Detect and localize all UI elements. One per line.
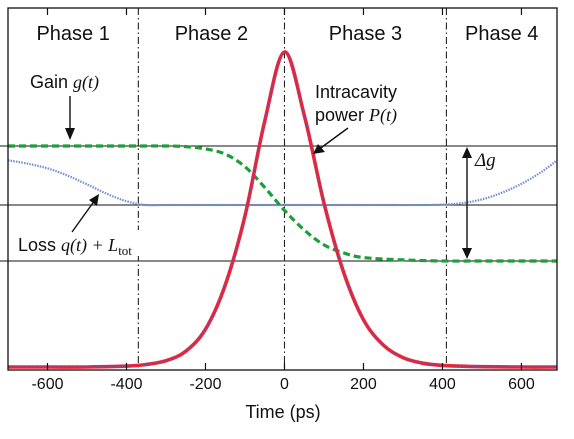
loss-annotation-math: q(t) + L (61, 235, 118, 256)
plot-frame (7, 7, 558, 371)
x-ticks: -600 -400 -200 0 200 400 600 (31, 8, 535, 393)
power-annotation-line1: Intracavity (315, 82, 397, 102)
loss-label-bg (16, 230, 196, 256)
phase-label-2: Phase 2 (175, 23, 248, 45)
phase-label-4: Phase 4 (465, 23, 538, 45)
phase-labels: Phase 1 Phase 2 Phase 3 Phase 4 (36, 23, 538, 45)
series-layer (7, 50, 558, 369)
x-tick-label: -600 (31, 376, 63, 393)
x-axis-label: Time (ps) (245, 402, 320, 422)
delta-g-arrow-top (462, 147, 472, 158)
x-tick-label: 0 (280, 376, 289, 393)
loss-arrow (71, 199, 96, 233)
gain-annotation: Gain g(t) (30, 72, 99, 93)
loss-annotation: Loss q(t) + Ltot (18, 235, 132, 258)
gain-series-line (8, 144, 557, 263)
power-annotation-math: P(t) (368, 105, 397, 126)
loss-annotation-text: Loss (18, 235, 61, 255)
gain-annotation-math: g(t) (73, 72, 99, 93)
phase-label-3: Phase 3 (329, 23, 402, 45)
power-measured-dots (8, 51, 558, 368)
power-annotation-line2: power P(t) (315, 105, 397, 126)
x-tick-label: -400 (110, 376, 142, 393)
x-tick-label: 200 (350, 376, 377, 393)
phase-dividers (137, 8, 447, 370)
gain-arrow-head (65, 128, 75, 140)
delta-g-label: Δg (474, 150, 496, 171)
loss-arrow-head (89, 194, 99, 206)
loss-annotation-sub: tot (118, 243, 132, 258)
power-arrow-head (313, 144, 325, 154)
delta-g-arrow-bottom (462, 248, 472, 259)
power-annotation-text: power (315, 105, 369, 125)
x-tick-label: -200 (189, 376, 221, 393)
phase-label-1: Phase 1 (36, 23, 109, 45)
x-tick-label: 400 (429, 376, 456, 393)
power-arrow (317, 127, 349, 151)
gain-annotation-text: Gain (30, 72, 73, 92)
x-tick-label: 600 (508, 376, 535, 393)
